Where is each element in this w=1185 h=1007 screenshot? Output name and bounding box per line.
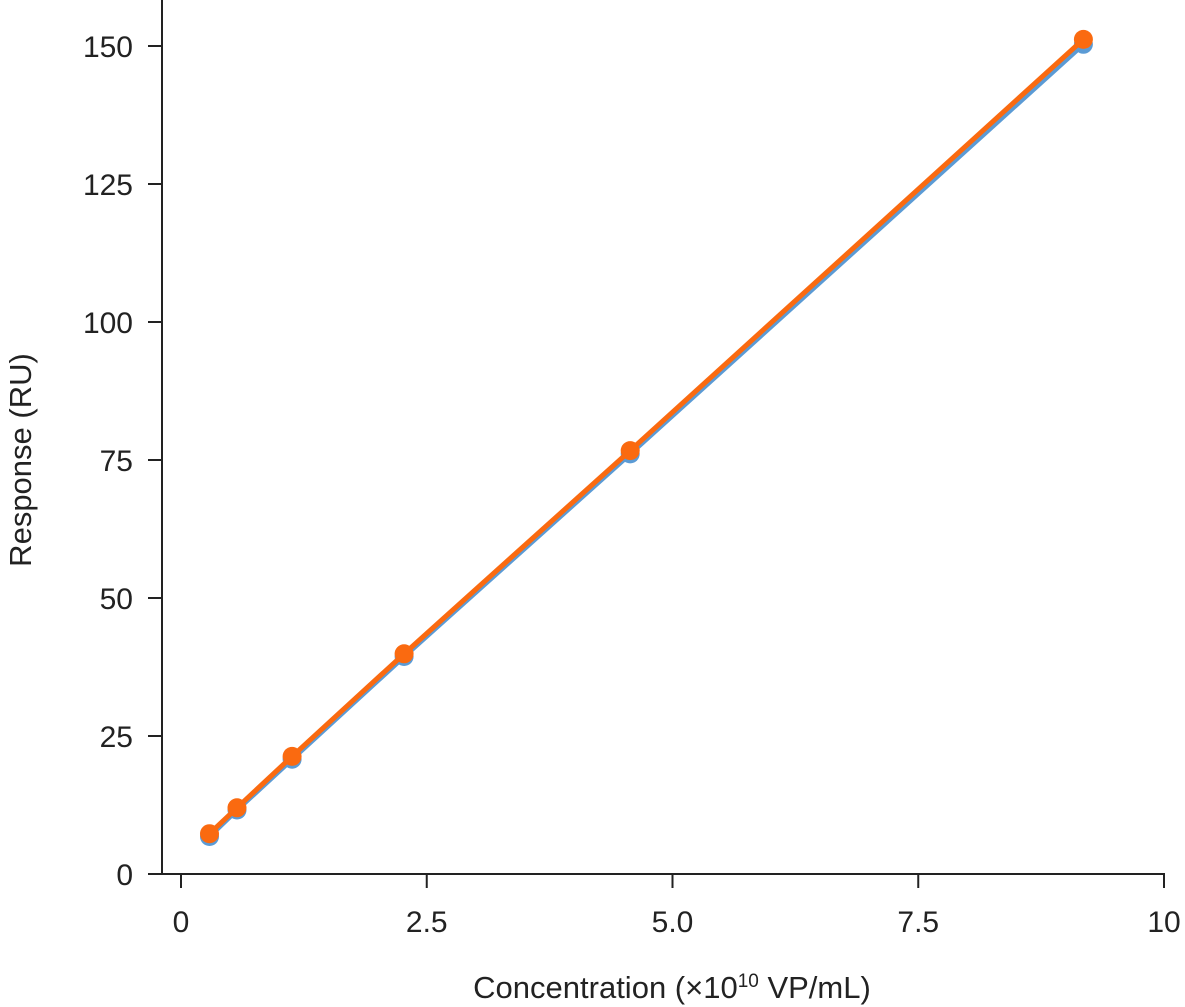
series-2 — [200, 29, 1093, 844]
y-tick-label: 100 — [83, 307, 133, 340]
x-axis-title-prefix: Concentration (×10 — [473, 970, 738, 1005]
x-axis-title-exponent: 10 — [738, 971, 759, 992]
y-tick-label: 50 — [100, 583, 133, 616]
series-line — [207, 36, 1086, 837]
series-layer — [200, 29, 1093, 846]
y-tick-label: 25 — [100, 721, 133, 754]
data-point — [394, 644, 414, 664]
x-tick-label: 10 — [1147, 906, 1180, 939]
x-axis-title-suffix: VP/mL) — [759, 970, 871, 1005]
x-tick-label: 0 — [173, 906, 190, 939]
series-line — [207, 41, 1086, 839]
y-tick-label: 150 — [83, 31, 133, 64]
x-tick-label: 5.0 — [652, 906, 694, 939]
axes: 0 25 50 75 100 125 150 0 2.5 5.0 7.5 10 — [83, 0, 1181, 939]
x-tick-label: 7.5 — [897, 906, 939, 939]
data-point — [227, 798, 247, 818]
data-point — [1073, 29, 1093, 49]
y-tick-label: 75 — [100, 445, 133, 478]
y-tick-label: 0 — [116, 859, 133, 892]
data-point — [200, 824, 219, 844]
data-point — [620, 441, 640, 461]
data-point — [282, 746, 302, 766]
series-1 — [200, 34, 1093, 846]
y-tick-label: 125 — [83, 169, 133, 202]
y-axis-title: Response (RU) — [3, 353, 38, 567]
x-tick-label: 2.5 — [406, 906, 448, 939]
x-axis-title: Concentration (×1010 VP/mL) — [473, 970, 871, 1005]
